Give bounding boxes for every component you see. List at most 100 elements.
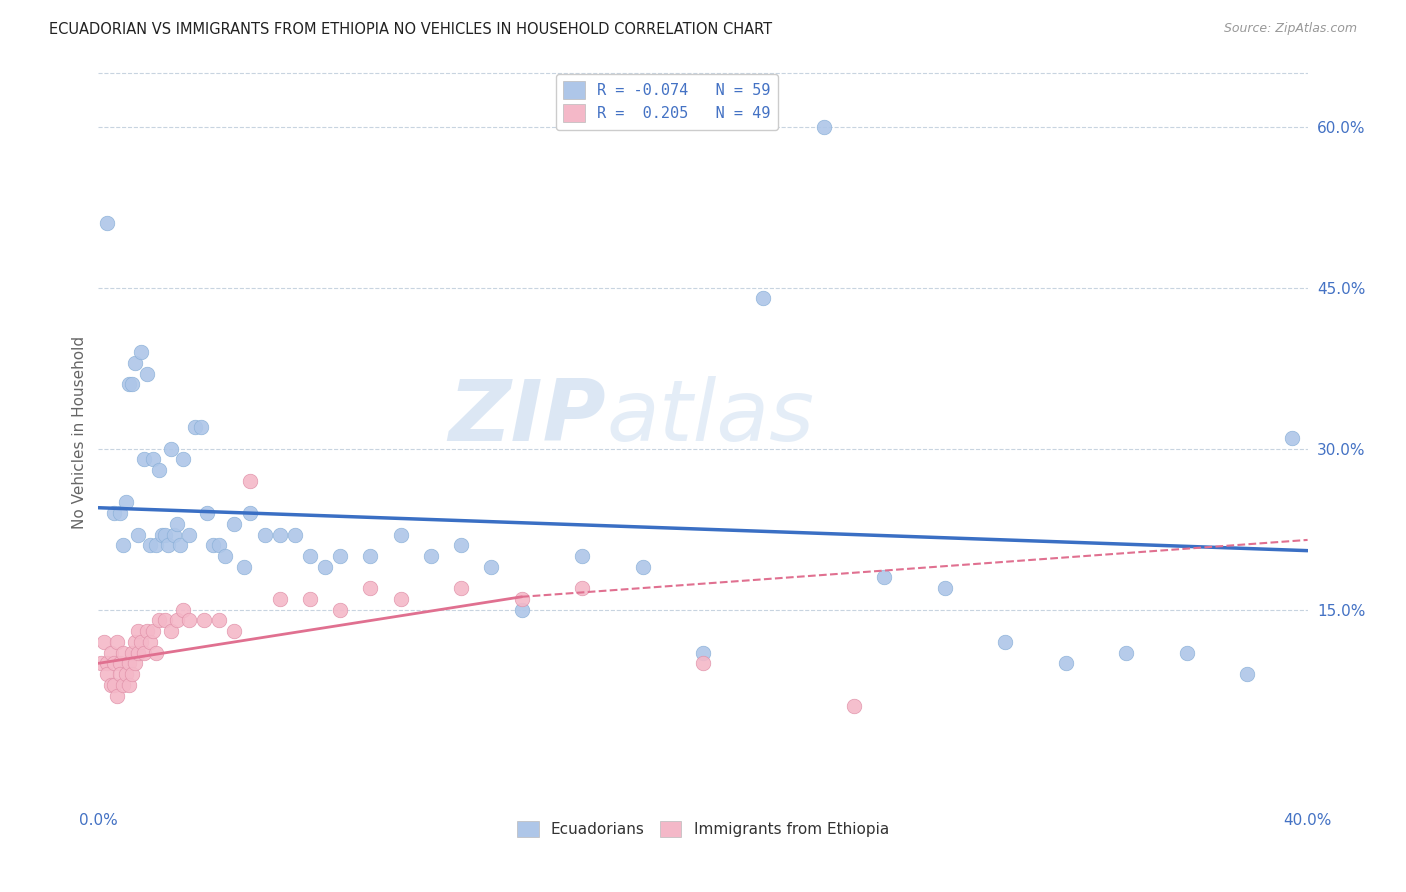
Point	[100, 646, 122, 660]
Point	[135, 624, 157, 639]
Point	[214, 549, 236, 563]
Point	[692, 646, 714, 660]
Point	[153, 614, 176, 628]
Point	[329, 602, 352, 616]
Point	[124, 356, 146, 370]
Point	[239, 474, 262, 488]
Point	[103, 678, 125, 692]
Point	[360, 581, 382, 595]
Point	[108, 506, 131, 520]
Point	[172, 452, 194, 467]
Point	[284, 527, 307, 541]
Point	[190, 420, 212, 434]
Point	[232, 559, 254, 574]
Point	[450, 538, 472, 552]
Point	[329, 549, 352, 563]
Point	[813, 120, 835, 134]
Point	[184, 420, 207, 434]
Point	[934, 581, 956, 595]
Point	[148, 463, 170, 477]
Point	[129, 345, 152, 359]
Point	[571, 549, 593, 563]
Point	[873, 570, 896, 584]
Point	[631, 559, 654, 574]
Point	[121, 667, 143, 681]
Point	[96, 667, 118, 681]
Point	[1115, 646, 1137, 660]
Point	[103, 657, 125, 671]
Point	[127, 527, 149, 541]
Point	[169, 538, 191, 552]
Y-axis label: No Vehicles in Household: No Vehicles in Household	[72, 336, 87, 529]
Text: ZIP: ZIP	[449, 376, 606, 459]
Point	[111, 678, 134, 692]
Point	[111, 646, 134, 660]
Point	[299, 549, 322, 563]
Point	[253, 527, 276, 541]
Point	[139, 538, 162, 552]
Point	[111, 538, 134, 552]
Point	[994, 635, 1017, 649]
Point	[132, 646, 155, 660]
Point	[269, 527, 291, 541]
Point	[193, 614, 215, 628]
Point	[153, 527, 176, 541]
Point	[145, 646, 167, 660]
Point	[752, 292, 775, 306]
Point	[195, 506, 218, 520]
Point	[1175, 646, 1198, 660]
Point	[224, 624, 246, 639]
Point	[105, 689, 128, 703]
Point	[179, 614, 201, 628]
Point	[166, 614, 188, 628]
Point	[118, 377, 141, 392]
Point	[163, 527, 186, 541]
Point	[1054, 657, 1077, 671]
Point	[108, 657, 131, 671]
Point	[135, 367, 157, 381]
Point	[510, 591, 533, 606]
Point	[360, 549, 382, 563]
Point	[844, 699, 866, 714]
Point	[127, 624, 149, 639]
Point	[389, 591, 412, 606]
Text: Source: ZipAtlas.com: Source: ZipAtlas.com	[1223, 22, 1357, 36]
Point	[166, 516, 188, 531]
Point	[121, 646, 143, 660]
Point	[148, 614, 170, 628]
Point	[90, 657, 112, 671]
Text: ECUADORIAN VS IMMIGRANTS FROM ETHIOPIA NO VEHICLES IN HOUSEHOLD CORRELATION CHAR: ECUADORIAN VS IMMIGRANTS FROM ETHIOPIA N…	[49, 22, 772, 37]
Point	[96, 657, 118, 671]
Point	[208, 614, 231, 628]
Point	[481, 559, 503, 574]
Point	[450, 581, 472, 595]
Point	[150, 527, 173, 541]
Point	[129, 635, 152, 649]
Point	[142, 624, 165, 639]
Point	[93, 635, 115, 649]
Point	[420, 549, 443, 563]
Point	[510, 602, 533, 616]
Point	[96, 216, 118, 230]
Point	[124, 635, 146, 649]
Point	[118, 678, 141, 692]
Point	[1236, 667, 1258, 681]
Point	[118, 657, 141, 671]
Legend: Ecuadorians, Immigrants from Ethiopia: Ecuadorians, Immigrants from Ethiopia	[510, 815, 896, 843]
Point	[269, 591, 291, 606]
Point	[124, 657, 146, 671]
Point	[139, 635, 162, 649]
Point	[132, 452, 155, 467]
Point	[114, 495, 136, 509]
Point	[121, 377, 143, 392]
Text: atlas: atlas	[606, 376, 814, 459]
Point	[156, 538, 179, 552]
Point	[172, 602, 194, 616]
Point	[692, 657, 714, 671]
Point	[108, 667, 131, 681]
Point	[224, 516, 246, 531]
Point	[145, 538, 167, 552]
Point	[314, 559, 336, 574]
Point	[389, 527, 412, 541]
Point	[103, 506, 125, 520]
